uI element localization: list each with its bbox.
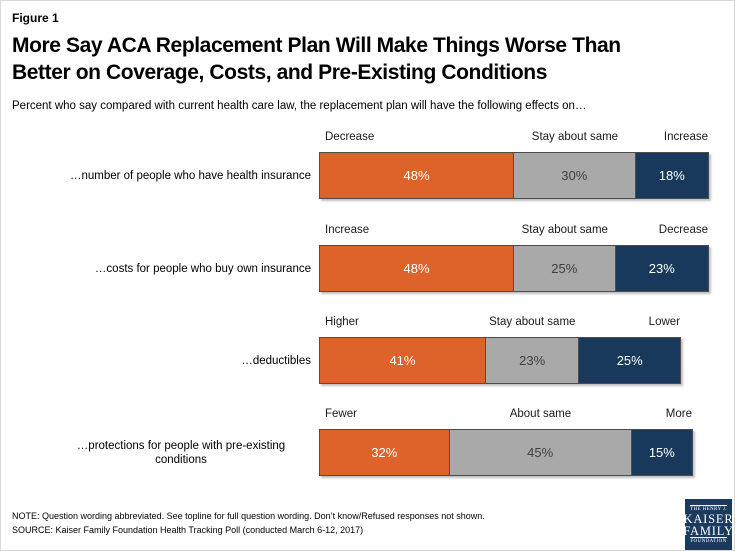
column-label-about-same: About same [509, 408, 572, 420]
column-label-decrease: Decrease [658, 224, 708, 236]
segment-value-label: 48% [403, 168, 430, 183]
column-label-decrease: Decrease [325, 131, 375, 143]
bar-segment-stay-about-same: 23% [485, 338, 580, 383]
category-label: …protections for people with pre-existin… [76, 439, 286, 466]
column-label-increase: Increase [325, 224, 370, 236]
note-text: NOTE: Question wording abbreviated. See … [12, 511, 485, 521]
bar-segment-fewer: 32% [320, 430, 450, 475]
logo-line-the-henry-j: THE HENRY J. [690, 507, 727, 512]
segment-value-label: 41% [389, 353, 416, 368]
logo-line-family: FAMILY [683, 524, 734, 538]
column-label-more: More [665, 408, 692, 420]
segment-value-label: 18% [658, 168, 685, 183]
bar-segment-more: 15% [631, 430, 693, 475]
logo-line-kaiser: KAISER [683, 512, 734, 526]
column-label-fewer: Fewer [325, 408, 357, 420]
column-label-stay-about-same: Stay about same [489, 316, 576, 328]
bar-segment-stay-about-same: 30% [514, 153, 636, 198]
bar-segment-lower: 25% [579, 338, 680, 383]
bar-segment-decrease: 48% [320, 153, 514, 198]
stacked-bar: 48% 30% 18% [319, 152, 709, 199]
column-label-stay-about-same: Stay about same [521, 224, 608, 236]
logo-divider-bottom [690, 537, 727, 538]
figure-number-label: Figure 1 [12, 11, 59, 25]
source-text: SOURCE: Kaiser Family Foundation Health … [12, 524, 364, 535]
logo-divider-top [690, 505, 727, 506]
segment-value-label: 48% [403, 261, 430, 276]
category-label: …number of people who have health insura… [69, 169, 311, 182]
segment-value-label: 25% [551, 261, 578, 276]
page-title: More Say ACA Replacement Plan Will Make … [12, 34, 621, 84]
segment-value-label: 25% [616, 353, 643, 368]
category-label: …costs for people who buy own insurance [94, 262, 311, 275]
logo-line-foundation: FOUNDATION [690, 539, 727, 544]
kff-logo: THE HENRY J. KAISER FAMILY FOUNDATION [683, 499, 734, 550]
bar-segment-increase: 18% [635, 153, 708, 198]
column-label-increase: Increase [663, 131, 708, 143]
chart-subtitle: Percent who say compared with current he… [12, 100, 587, 112]
segment-column-labels: Fewer About same More [319, 408, 693, 423]
segment-value-label: 23% [648, 261, 675, 276]
segment-value-label: 45% [527, 445, 554, 460]
segment-value-label: 23% [519, 353, 546, 368]
stacked-bar: 41% 23% 25% [319, 337, 681, 384]
stacked-bar: 32% 45% 15% [319, 429, 693, 476]
footer-notes: NOTE: Question wording abbreviated. See … [12, 510, 632, 537]
column-label-higher: Higher [325, 316, 359, 328]
column-label-stay-about-same: Stay about same [531, 131, 619, 143]
bar-segment-higher: 41% [320, 338, 486, 383]
segment-value-label: 15% [648, 445, 675, 460]
category-label: …deductibles [241, 354, 311, 367]
segment-column-labels: Decrease Stay about same Increase [319, 131, 709, 146]
segment-column-labels: Increase Stay about same Decrease [319, 224, 709, 239]
stacked-bar: 48% 25% 23% [319, 245, 709, 292]
bar-segment-increase: 48% [320, 246, 514, 291]
column-label-lower: Lower [648, 316, 680, 328]
bar-segment-decrease: 23% [615, 246, 708, 291]
segment-value-label: 30% [561, 168, 588, 183]
bar-segment-stay-about-same: 25% [514, 246, 616, 291]
segment-value-label: 32% [371, 445, 398, 460]
segment-column-labels: Higher Stay about same Lower [319, 316, 681, 331]
bar-segment-about-same: 45% [449, 430, 632, 475]
